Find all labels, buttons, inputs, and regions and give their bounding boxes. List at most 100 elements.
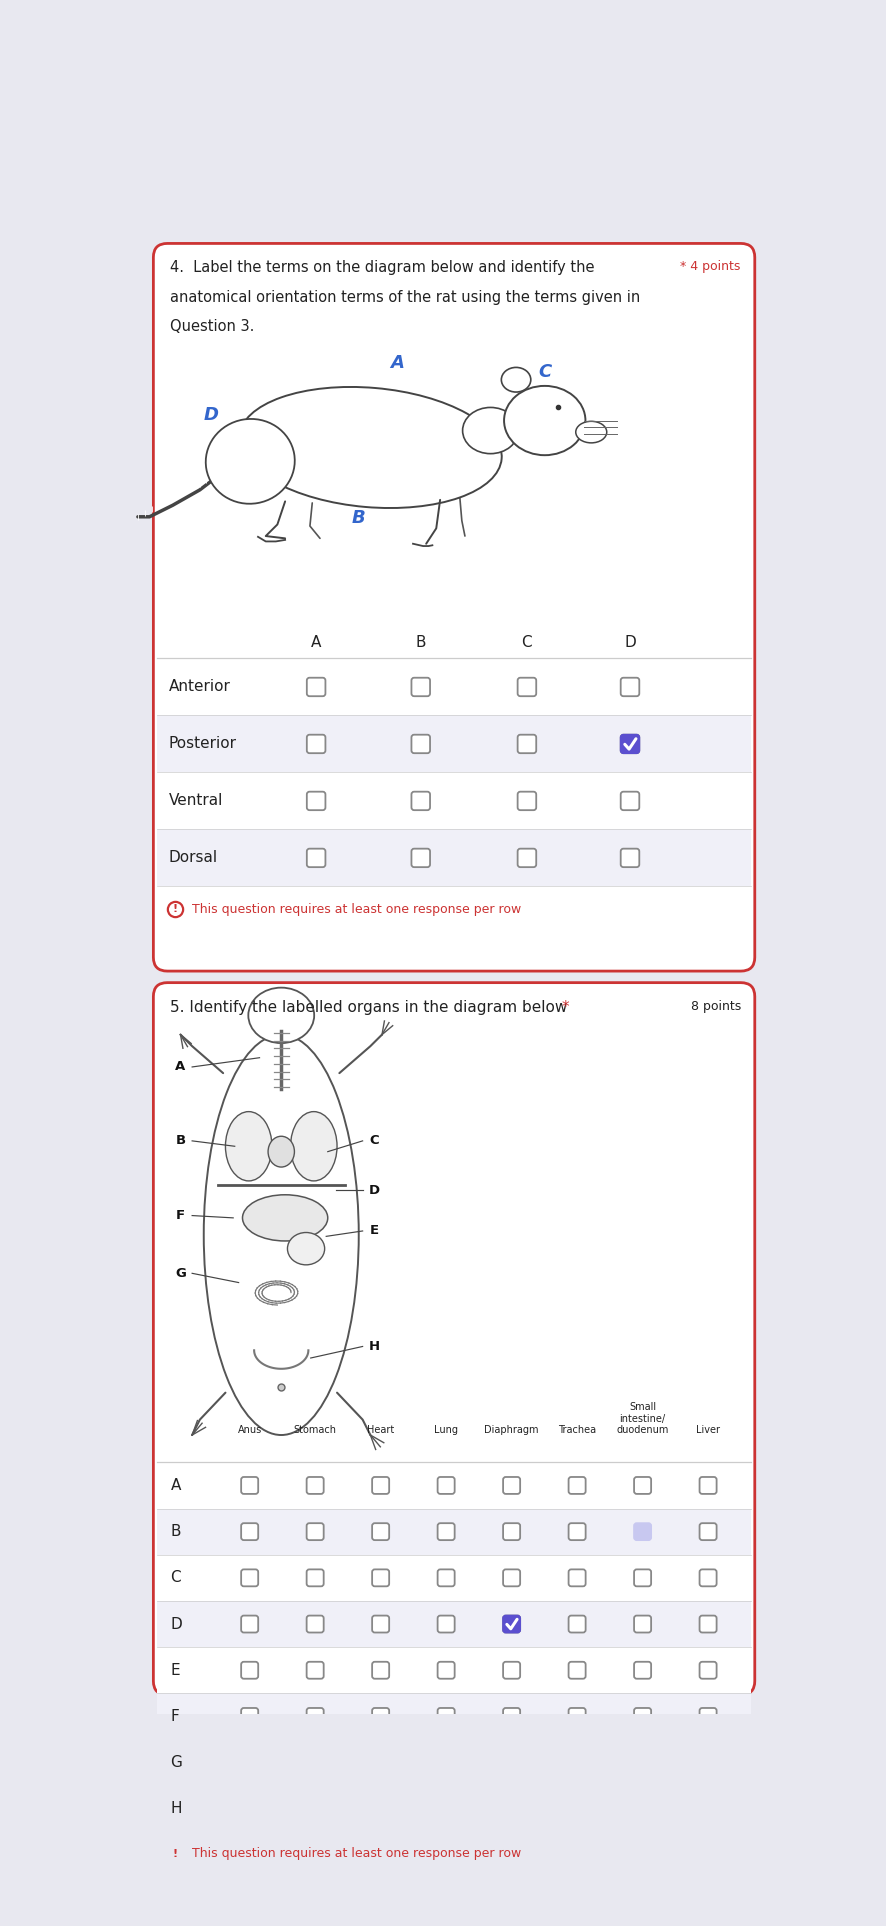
FancyBboxPatch shape [372, 1801, 389, 1818]
Text: A: A [175, 1061, 186, 1073]
FancyBboxPatch shape [241, 1662, 258, 1679]
Text: Posterior: Posterior [169, 736, 237, 751]
FancyBboxPatch shape [569, 1662, 586, 1679]
FancyBboxPatch shape [307, 1662, 323, 1679]
Text: B: B [416, 636, 426, 651]
Bar [157, 1785, 751, 1832]
FancyBboxPatch shape [634, 1477, 651, 1495]
Text: Liver: Liver [696, 1425, 720, 1435]
FancyBboxPatch shape [503, 1708, 520, 1726]
Text: 8 points: 8 points [690, 1000, 741, 1013]
Bar [157, 1554, 751, 1601]
FancyBboxPatch shape [634, 1570, 651, 1587]
FancyBboxPatch shape [153, 982, 755, 1695]
FancyBboxPatch shape [411, 792, 430, 811]
FancyBboxPatch shape [438, 1523, 455, 1541]
Ellipse shape [462, 408, 518, 455]
Text: anatomical orientation terms of the rat using the terms given in: anatomical orientation terms of the rat … [170, 289, 641, 304]
FancyBboxPatch shape [569, 1477, 586, 1495]
FancyBboxPatch shape [307, 792, 325, 811]
FancyBboxPatch shape [634, 1523, 651, 1541]
Text: 5. Identify the labelled organs in the diagram below: 5. Identify the labelled organs in the d… [170, 1000, 568, 1015]
FancyBboxPatch shape [700, 1755, 717, 1772]
FancyBboxPatch shape [372, 1662, 389, 1679]
FancyBboxPatch shape [634, 1801, 651, 1818]
Text: Dorsal: Dorsal [169, 851, 218, 865]
Text: C: C [369, 1134, 379, 1148]
Text: G: G [175, 1267, 186, 1279]
Text: E: E [170, 1662, 180, 1678]
FancyBboxPatch shape [517, 734, 536, 753]
FancyBboxPatch shape [634, 1708, 651, 1726]
Text: C: C [170, 1570, 181, 1585]
Text: D: D [204, 406, 219, 424]
Text: B: B [352, 508, 366, 528]
Text: Stomach: Stomach [293, 1425, 337, 1435]
FancyBboxPatch shape [438, 1708, 455, 1726]
FancyBboxPatch shape [503, 1523, 520, 1541]
Text: !: ! [173, 1849, 177, 1859]
FancyBboxPatch shape [569, 1755, 586, 1772]
Text: A: A [170, 1477, 181, 1493]
FancyBboxPatch shape [372, 1755, 389, 1772]
FancyBboxPatch shape [372, 1477, 389, 1495]
Bar [157, 1601, 751, 1647]
FancyBboxPatch shape [700, 1801, 717, 1818]
FancyBboxPatch shape [411, 849, 430, 867]
FancyBboxPatch shape [307, 849, 325, 867]
Text: *: * [562, 1000, 570, 1015]
FancyBboxPatch shape [700, 1523, 717, 1541]
FancyBboxPatch shape [569, 1708, 586, 1726]
Text: Small
intestine/
duodenum: Small intestine/ duodenum [617, 1402, 669, 1435]
FancyBboxPatch shape [569, 1801, 586, 1818]
FancyBboxPatch shape [241, 1477, 258, 1495]
Ellipse shape [239, 387, 501, 508]
FancyBboxPatch shape [621, 792, 640, 811]
FancyBboxPatch shape [634, 1755, 651, 1772]
FancyBboxPatch shape [700, 1477, 717, 1495]
FancyBboxPatch shape [438, 1755, 455, 1772]
FancyBboxPatch shape [372, 1708, 389, 1726]
Text: Ventral: Ventral [169, 794, 223, 809]
Text: H: H [369, 1340, 380, 1352]
Text: This question requires at least one response per row: This question requires at least one resp… [192, 903, 521, 917]
Bar [157, 1739, 751, 1785]
Text: B: B [175, 1134, 185, 1148]
Bar [157, 1462, 751, 1508]
FancyBboxPatch shape [517, 678, 536, 695]
FancyBboxPatch shape [503, 1662, 520, 1679]
Text: This question requires at least one response per row: This question requires at least one resp… [192, 1847, 521, 1861]
FancyBboxPatch shape [700, 1662, 717, 1679]
Bar [157, 1508, 751, 1554]
FancyBboxPatch shape [503, 1755, 520, 1772]
Text: H: H [170, 1801, 182, 1816]
Text: Heart: Heart [367, 1425, 394, 1435]
Text: C: C [538, 362, 551, 381]
Text: G: G [170, 1755, 183, 1770]
FancyBboxPatch shape [307, 678, 325, 695]
FancyBboxPatch shape [372, 1570, 389, 1587]
Text: Trachea: Trachea [558, 1425, 596, 1435]
Text: B: B [170, 1523, 181, 1539]
FancyBboxPatch shape [621, 734, 640, 753]
Text: A: A [311, 636, 322, 651]
Bar [157, 1693, 751, 1739]
Bar [157, 715, 751, 772]
FancyBboxPatch shape [621, 849, 640, 867]
Text: D: D [624, 636, 636, 651]
Ellipse shape [268, 1136, 294, 1167]
FancyBboxPatch shape [700, 1616, 717, 1633]
FancyBboxPatch shape [569, 1616, 586, 1633]
FancyBboxPatch shape [700, 1708, 717, 1726]
FancyBboxPatch shape [621, 678, 640, 695]
FancyBboxPatch shape [241, 1801, 258, 1818]
Ellipse shape [248, 988, 315, 1044]
FancyBboxPatch shape [307, 1708, 323, 1726]
FancyBboxPatch shape [241, 1755, 258, 1772]
FancyBboxPatch shape [307, 1570, 323, 1587]
FancyBboxPatch shape [307, 1801, 323, 1818]
FancyBboxPatch shape [517, 792, 536, 811]
Text: 4.  Label the terms on the diagram below and identify the: 4. Label the terms on the diagram below … [170, 260, 595, 275]
Text: Diaphragm: Diaphragm [485, 1425, 539, 1435]
Text: Anus: Anus [237, 1425, 261, 1435]
